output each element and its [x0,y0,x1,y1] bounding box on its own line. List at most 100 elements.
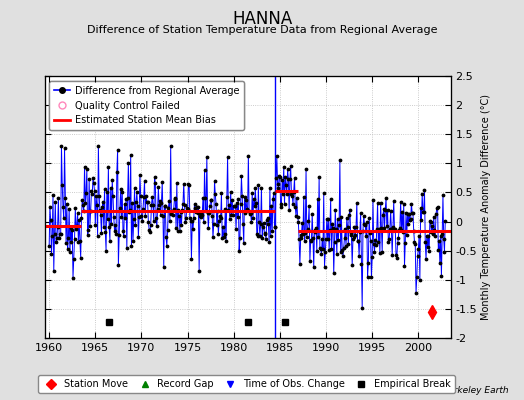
Point [166,218,174,224]
Point [336,157,344,164]
Point [147,222,155,228]
Point [170,205,178,212]
Point [319,246,327,252]
Point [280,201,289,208]
Point [325,247,333,253]
Point [381,206,389,213]
Point [388,252,396,258]
Point [149,218,158,224]
Point [369,197,377,203]
Point [92,193,100,200]
Point [131,222,139,228]
Point [441,218,450,224]
Point [55,234,63,241]
Point [353,238,362,244]
Point [341,226,350,233]
Point [135,214,144,220]
Point [297,232,305,238]
Point [264,220,272,227]
Point [104,164,113,170]
Point [60,145,69,151]
Point [59,204,67,210]
Point [387,208,395,214]
Point [183,205,191,212]
Point [224,206,233,213]
Point [387,226,396,232]
Point [223,194,231,200]
Point [138,218,146,224]
Point [438,231,446,237]
Point [425,218,434,224]
Point [413,253,422,259]
Point [305,203,313,210]
Point [181,219,190,226]
Point [63,200,71,207]
Point [156,198,164,204]
Point [53,224,62,230]
Point [239,220,247,227]
Point [100,186,108,193]
Point [187,256,195,262]
Point [408,210,417,216]
Point [216,212,224,219]
Point [324,216,333,222]
Point [231,203,239,209]
Point [62,240,70,246]
Point [359,212,368,219]
Point [378,248,386,255]
Point [206,203,214,209]
Point [178,206,187,213]
Point [106,238,114,244]
Point [109,193,117,199]
Point [343,224,352,230]
Point [93,232,102,239]
Point [180,202,189,208]
Point [340,235,348,241]
Point [199,195,207,201]
Point [412,274,421,280]
Point [242,197,250,203]
Point [254,182,263,188]
Point [315,174,323,180]
Point [285,207,293,213]
Point [216,215,225,221]
Point [171,196,180,202]
Point [155,202,163,208]
Point [57,143,66,149]
Point [423,244,432,250]
Point [69,274,77,281]
Point [334,237,343,244]
Point [103,215,112,222]
Point [112,230,121,237]
Point [259,224,267,230]
Point [167,143,175,149]
Point [177,209,185,216]
Point [424,233,432,240]
Point [117,214,126,220]
Point [249,214,257,221]
Point [111,222,119,228]
Point [113,146,122,153]
Point [399,229,407,235]
Point [222,238,230,244]
Point [170,195,179,201]
Point [292,213,300,220]
Point [310,227,319,233]
Point [340,245,348,251]
Point [363,274,372,280]
Point [189,226,197,232]
Point [210,178,219,184]
Point [115,232,123,238]
Point [332,226,340,232]
Point [432,211,440,217]
Point [397,227,406,234]
Point [337,214,346,220]
Point [330,239,339,246]
Point [121,201,129,207]
Point [271,224,279,230]
Point [159,212,167,219]
Point [209,234,217,241]
Point [400,263,409,270]
Point [145,226,154,233]
Point [275,173,283,179]
